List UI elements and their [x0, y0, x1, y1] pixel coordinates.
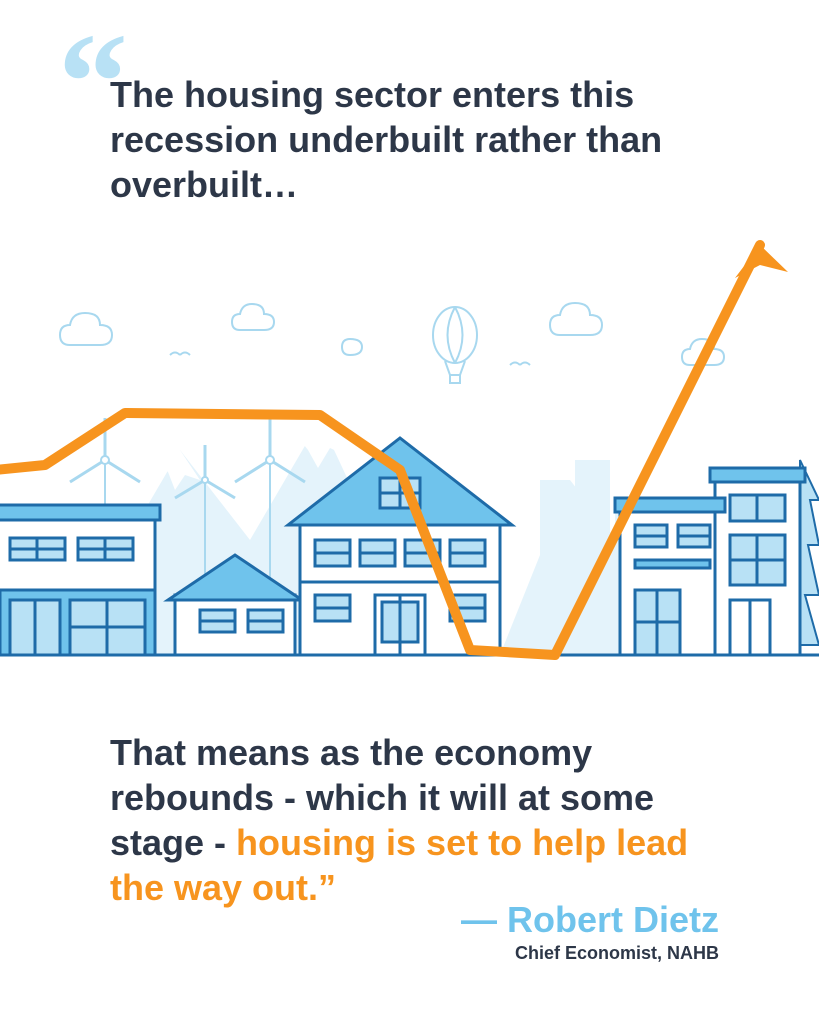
quote-mark-icon: “ — [58, 48, 108, 118]
clouds — [60, 303, 724, 365]
bottom-quote-text: That means as the economy rebounds - whi… — [110, 730, 734, 910]
infographic-container: “ The housing sector enters this recessi… — [0, 0, 819, 1024]
author-name: — Robert Dietz — [461, 899, 719, 941]
top-quote-text: The housing sector enters this recession… — [110, 72, 729, 207]
house-right — [615, 468, 805, 655]
hot-air-balloon-icon — [433, 307, 477, 383]
housing-illustration — [0, 200, 819, 670]
house-left — [0, 505, 160, 655]
author-title: Chief Economist, NAHB — [461, 943, 719, 964]
author-prefix: — — [461, 899, 507, 940]
pine-trees — [800, 460, 819, 655]
author-name-text: Robert Dietz — [507, 899, 719, 940]
attribution-block: — Robert Dietz Chief Economist, NAHB — [461, 899, 719, 964]
